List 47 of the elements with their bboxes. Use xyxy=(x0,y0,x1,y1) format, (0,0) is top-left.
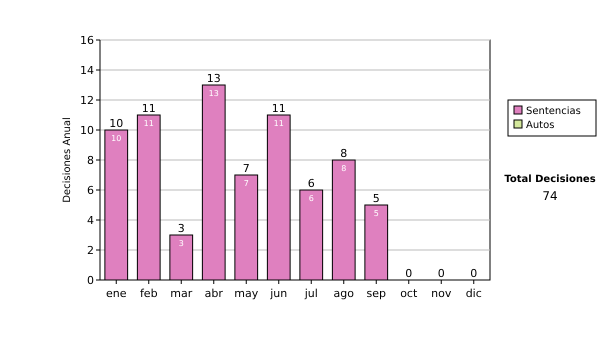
legend-label: Sentencias xyxy=(526,106,581,117)
data-label: 7 xyxy=(244,179,249,188)
total-label: 6 xyxy=(308,177,315,190)
total-label: 0 xyxy=(438,267,445,280)
y-tick-label: 8 xyxy=(87,154,94,167)
x-tick-label: ago xyxy=(334,287,354,300)
data-label: 5 xyxy=(374,209,379,218)
total-label: 5 xyxy=(372,192,380,205)
y-tick-label: 0 xyxy=(87,274,94,287)
data-label: 8 xyxy=(341,164,346,173)
text: 74 xyxy=(542,189,558,203)
y-tick-label: 16 xyxy=(80,34,94,47)
x-tick-label: jul xyxy=(304,287,318,300)
x-tick-label: sep xyxy=(366,287,386,300)
total-label: 11 xyxy=(142,102,156,115)
x-tick-label: mar xyxy=(170,287,193,300)
total-label: 7 xyxy=(242,162,250,175)
x-tick-label: may xyxy=(234,287,259,300)
x-tick-label: jun xyxy=(269,287,288,300)
y-tick-label: 14 xyxy=(80,64,94,77)
x-tick-label: ene xyxy=(106,287,127,300)
x-tick-label: nov xyxy=(431,287,452,300)
total-label: 10 xyxy=(109,117,124,130)
total-label: 11 xyxy=(272,102,286,115)
y-tick-label: 10 xyxy=(80,124,94,137)
total-label: 0 xyxy=(470,267,478,280)
y-tick-label: 12 xyxy=(80,94,94,107)
y-axis-title: Decisiones Anual xyxy=(62,117,73,203)
data-label: 11 xyxy=(274,119,284,128)
data-label: 3 xyxy=(178,239,184,248)
y-tick-label: 4 xyxy=(87,214,94,227)
x-tick-label: abr xyxy=(204,287,224,300)
total-label: 8 xyxy=(340,147,348,160)
legend-label: Autos xyxy=(526,120,554,131)
x-tick-label: oct xyxy=(400,287,418,300)
x-tick-label: dic xyxy=(466,287,482,300)
data-label: 13 xyxy=(208,89,219,98)
data-label: 11 xyxy=(144,119,154,128)
x-tick-label: feb xyxy=(140,287,158,300)
y-tick-label: 6 xyxy=(87,184,94,197)
y-tick-label: 2 xyxy=(87,244,94,257)
text: Total Decisiones xyxy=(504,174,596,185)
total-label: 3 xyxy=(178,222,185,235)
total-label: 13 xyxy=(206,72,221,85)
data-label: 6 xyxy=(308,194,314,203)
total-label: 0 xyxy=(405,267,412,280)
data-label: 10 xyxy=(111,134,122,143)
